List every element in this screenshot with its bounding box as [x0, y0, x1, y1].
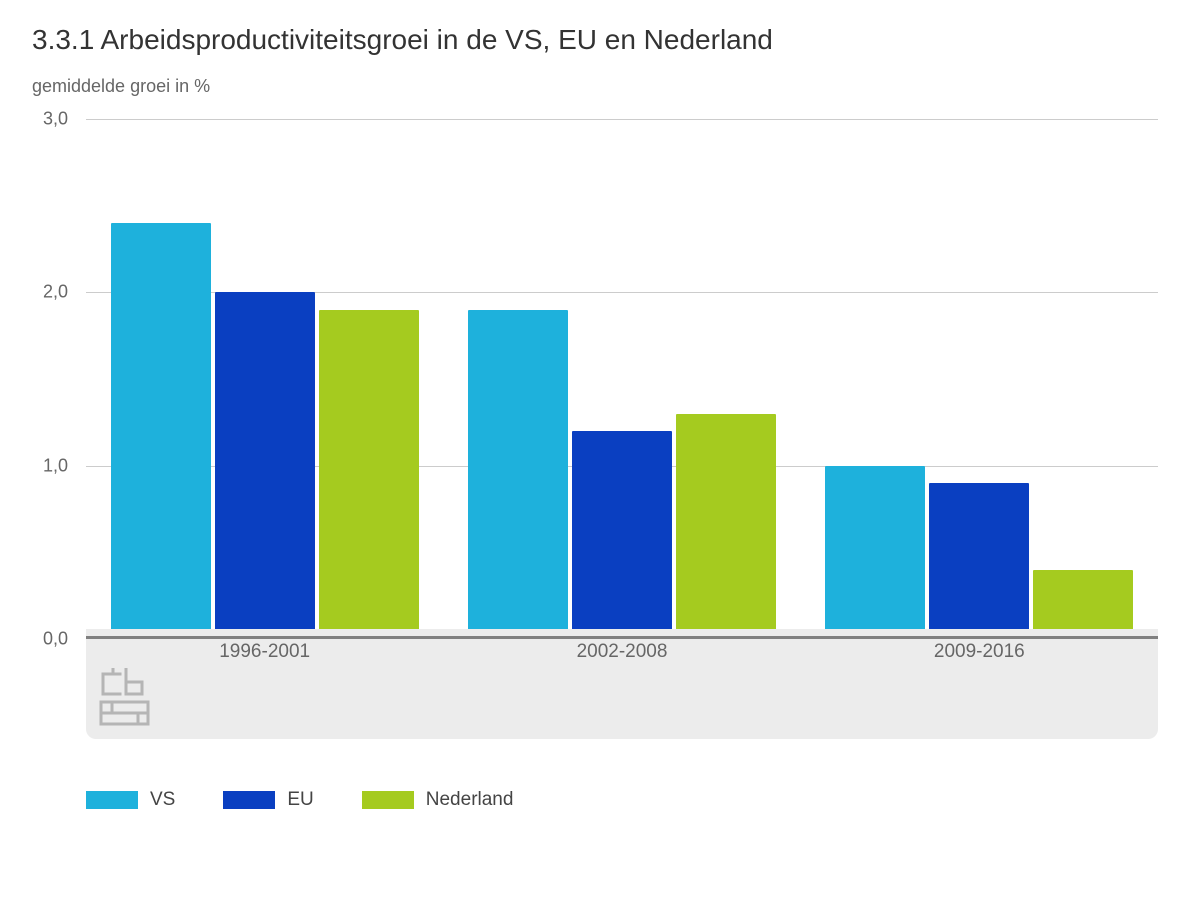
- y-tick-label: 2,0: [43, 282, 68, 303]
- legend-label: Nederland: [426, 789, 514, 811]
- legend-swatch: [362, 791, 414, 809]
- legend-item: VS: [86, 789, 175, 811]
- y-tick-label: 0,0: [43, 629, 68, 650]
- x-tick-label: 1996-2001: [219, 641, 310, 663]
- plot: 1996-2001 2002-2008 2009-2016: [86, 109, 1158, 749]
- legend-swatch: [223, 791, 275, 809]
- bar: [825, 466, 925, 639]
- legend-label: EU: [287, 789, 313, 811]
- bar: [319, 310, 419, 639]
- chart-title: 3.3.1 Arbeidsproductiviteitsgroei in de …: [32, 24, 1168, 56]
- legend-item: EU: [223, 789, 313, 811]
- chart-subtitle: gemiddelde groei in %: [32, 76, 1168, 97]
- bar-group: [443, 119, 800, 639]
- legend-item: Nederland: [362, 789, 514, 811]
- legend-label: VS: [150, 789, 175, 811]
- y-tick-label: 1,0: [43, 455, 68, 476]
- legend-swatch: [86, 791, 138, 809]
- x-tick-label: 2002-2008: [577, 641, 668, 663]
- baseline: [86, 636, 1158, 639]
- bar: [676, 414, 776, 639]
- bar: [111, 223, 211, 639]
- y-axis-labels: 0,0 1,0 2,0 3,0: [32, 109, 76, 749]
- bar-group: [86, 119, 443, 639]
- x-axis-band: 1996-2001 2002-2008 2009-2016: [86, 629, 1158, 739]
- bar: [468, 310, 568, 639]
- x-tick-label: 2009-2016: [934, 641, 1025, 663]
- bar: [572, 431, 672, 639]
- bar: [215, 292, 315, 639]
- plot-area: [86, 119, 1158, 639]
- chart-container: 0,0 1,0 2,0 3,0 1996-2001 2002-2008 2009-2016: [32, 109, 1168, 749]
- legend: VS EU Nederland: [86, 789, 1168, 811]
- cbs-logo-icon: [98, 668, 152, 731]
- bar: [929, 483, 1029, 639]
- y-tick-label: 3,0: [43, 109, 68, 130]
- bar-group: [801, 119, 1158, 639]
